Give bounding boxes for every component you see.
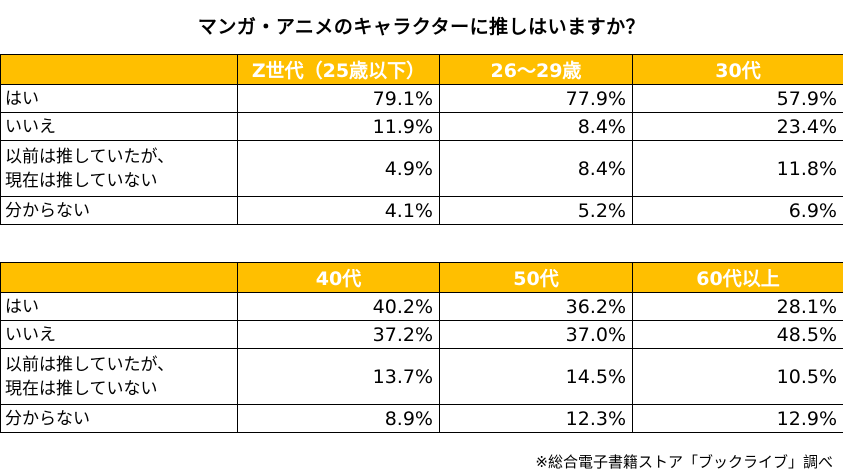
source-note: ※総合電子書籍ストア「ブックライブ」調べ xyxy=(535,453,833,471)
row-label-line: 以前は推していたが、 xyxy=(5,146,175,167)
table-row: 分からない 4.1% 5.2% 6.9% xyxy=(0,196,843,225)
row-label-line: 現在は推していない xyxy=(5,170,158,191)
table-row: はい 79.1% 77.9% 57.9% xyxy=(0,84,843,113)
table-row: 以前は推していたが、 現在は推していない 4.9% 8.4% 11.8% xyxy=(0,140,843,197)
row-label-no: いいえ xyxy=(0,112,238,141)
cell-value: 57.9% xyxy=(632,84,843,113)
row-label-line: 現在は推していない xyxy=(5,378,158,399)
cell-value: 14.5% xyxy=(439,348,633,405)
table-row: 分からない 8.9% 12.3% 12.9% xyxy=(0,404,843,433)
row-label-used-to: 以前は推していたが、 現在は推していない xyxy=(0,140,238,197)
table-row: いいえ 37.2% 37.0% 48.5% xyxy=(0,320,843,349)
cell-value: 23.4% xyxy=(632,112,843,141)
page-title: マンガ・アニメのキャラクターに推しはいますか？ xyxy=(197,16,646,38)
cell-value: 77.9% xyxy=(439,84,633,113)
table-row: いいえ 11.9% 8.4% 23.4% xyxy=(0,112,843,141)
cell-value: 11.9% xyxy=(237,112,440,141)
header-gen-z: Z世代（25歳以下） xyxy=(237,54,440,85)
cell-value: 8.4% xyxy=(439,112,633,141)
header-40s: 40代 xyxy=(237,262,440,293)
cell-value: 10.5% xyxy=(632,348,843,405)
row-label-yes: はい xyxy=(0,84,238,113)
header-blank-cell xyxy=(0,54,238,85)
cell-value: 11.8% xyxy=(632,140,843,197)
table-header-row: Z世代（25歳以下） 26～29歳 30代 xyxy=(0,54,843,85)
cell-value: 8.9% xyxy=(237,404,440,433)
survey-table-older: 40代 50代 60代以上 はい 40.2% 36.2% 28.1% いいえ 3… xyxy=(0,262,843,433)
cell-value: 4.1% xyxy=(237,196,440,225)
row-label-unknown: 分からない xyxy=(0,196,238,225)
header-30s: 30代 xyxy=(632,54,843,85)
header-60s-plus: 60代以上 xyxy=(632,262,843,293)
header-50s: 50代 xyxy=(439,262,633,293)
cell-value: 36.2% xyxy=(439,292,633,321)
row-label-line: 以前は推していたが、 xyxy=(5,354,175,375)
row-label-yes: はい xyxy=(0,292,238,321)
cell-value: 48.5% xyxy=(632,320,843,349)
row-label-unknown: 分からない xyxy=(0,404,238,433)
header-blank-cell xyxy=(0,262,238,293)
row-label-used-to: 以前は推していたが、 現在は推していない xyxy=(0,348,238,405)
table-header-row: 40代 50代 60代以上 xyxy=(0,262,843,293)
table-row: はい 40.2% 36.2% 28.1% xyxy=(0,292,843,321)
cell-value: 37.0% xyxy=(439,320,633,349)
cell-value: 37.2% xyxy=(237,320,440,349)
survey-table-young: Z世代（25歳以下） 26～29歳 30代 はい 79.1% 77.9% 57.… xyxy=(0,54,843,225)
cell-value: 79.1% xyxy=(237,84,440,113)
cell-value: 12.9% xyxy=(632,404,843,433)
row-label-no: いいえ xyxy=(0,320,238,349)
cell-value: 5.2% xyxy=(439,196,633,225)
header-26-29: 26～29歳 xyxy=(439,54,633,85)
cell-value: 12.3% xyxy=(439,404,633,433)
table-row: 以前は推していたが、 現在は推していない 13.7% 14.5% 10.5% xyxy=(0,348,843,405)
cell-value: 28.1% xyxy=(632,292,843,321)
cell-value: 13.7% xyxy=(237,348,440,405)
cell-value: 4.9% xyxy=(237,140,440,197)
cell-value: 8.4% xyxy=(439,140,633,197)
cell-value: 6.9% xyxy=(632,196,843,225)
cell-value: 40.2% xyxy=(237,292,440,321)
